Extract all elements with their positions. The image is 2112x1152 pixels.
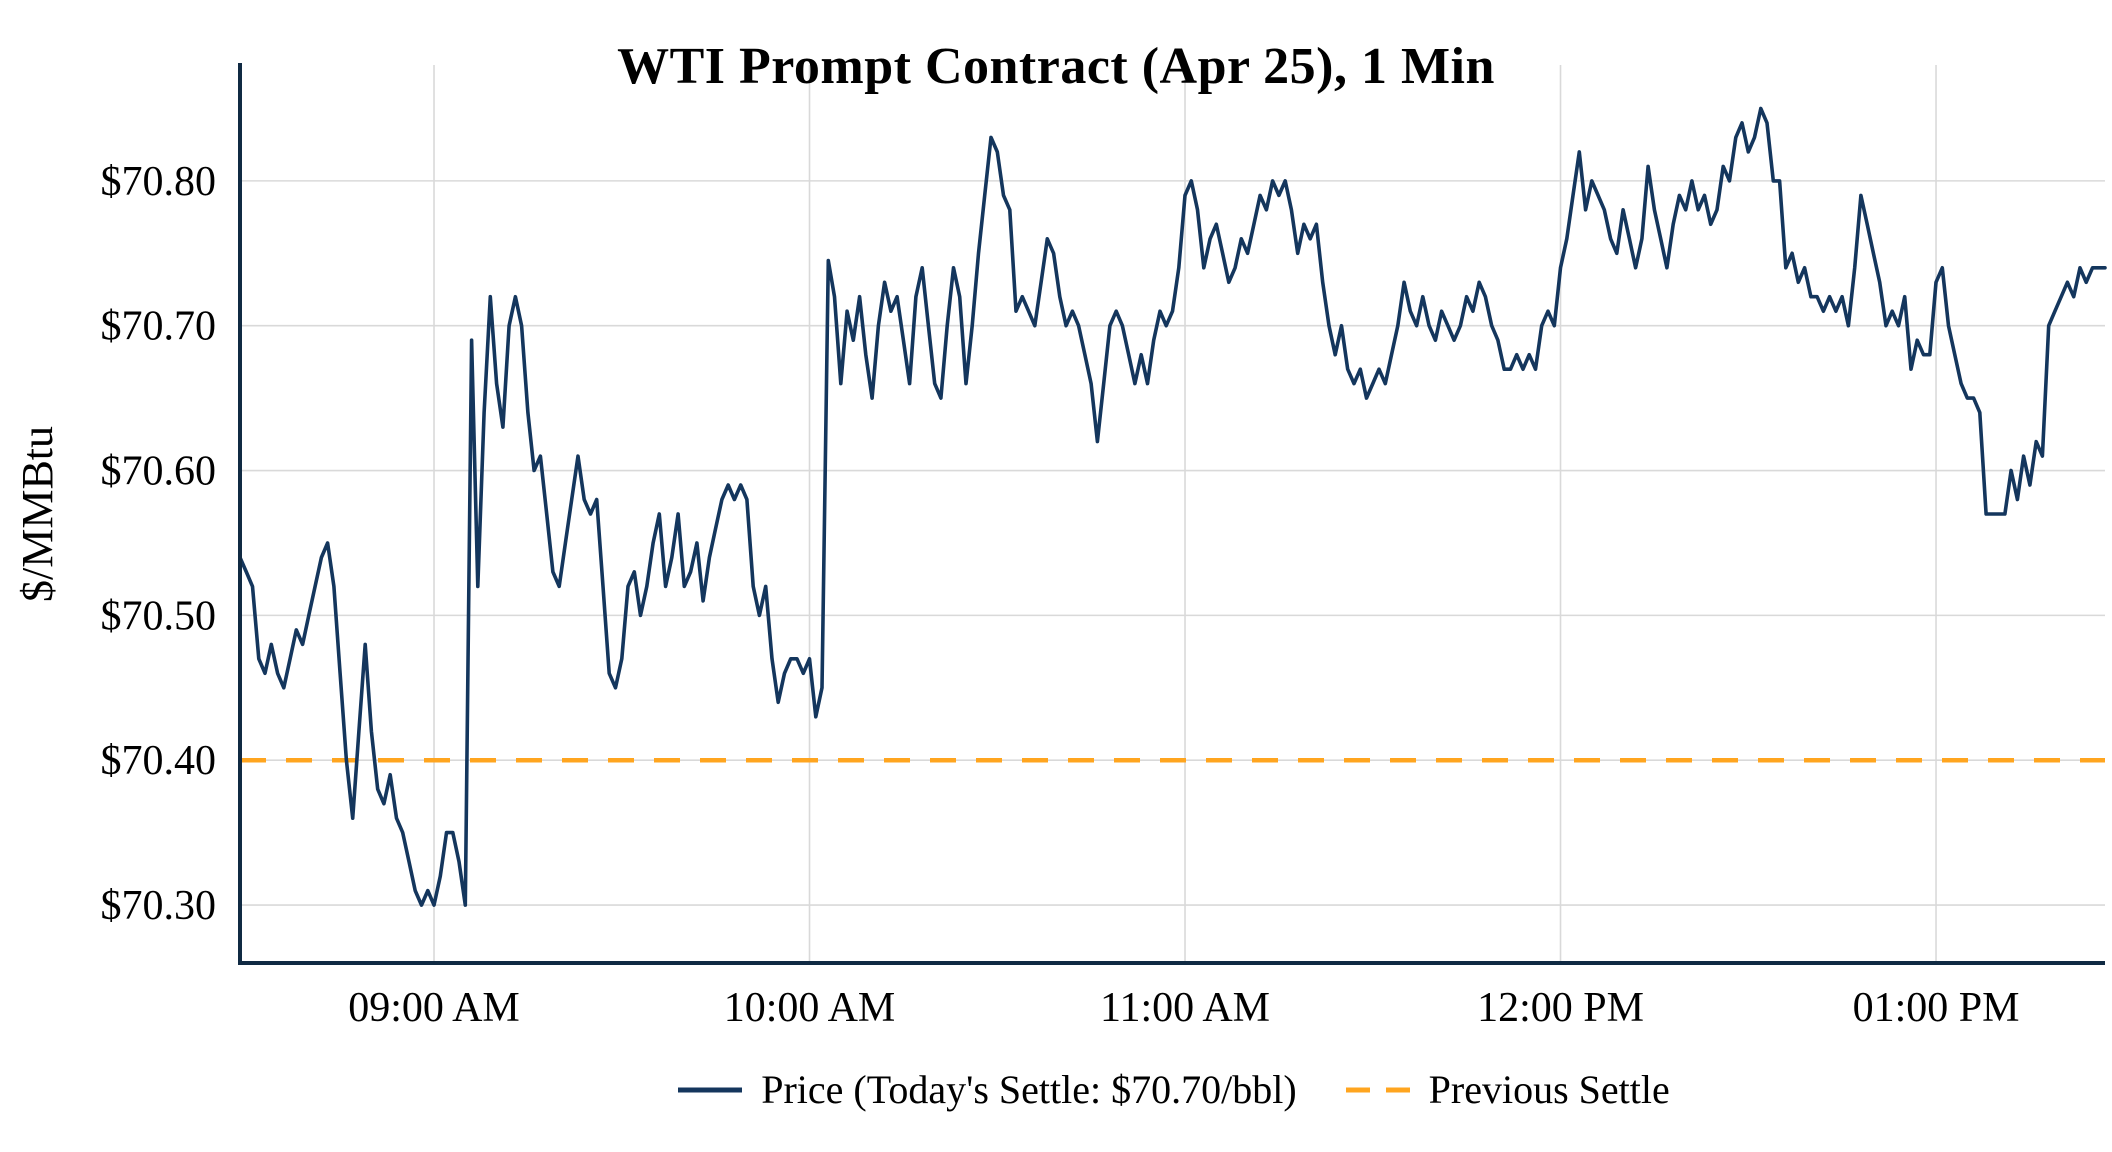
price-line — [238, 106, 2107, 907]
x-tick-label: 01:00 PM — [1853, 985, 2020, 1031]
chart-title: WTI Prompt Contract (Apr 25), 1 Min — [617, 37, 1495, 95]
x-tick-label: 10:00 AM — [724, 985, 896, 1031]
x-tick-label: 11:00 AM — [1100, 985, 1270, 1031]
y-tick-label: $70.50 — [101, 593, 217, 639]
legend-label-price: Price (Today's Settle: $70.70/bbl) — [761, 1067, 1297, 1112]
legend: Price (Today's Settle: $70.70/bbl) Previ… — [240, 1066, 2105, 1113]
y-tick-label: $70.60 — [101, 449, 217, 495]
previous-settle-swatch-icon — [1345, 1087, 1410, 1092]
price-line-swatch-icon — [678, 1087, 743, 1092]
x-tick-label: 12:00 PM — [1477, 985, 1644, 1031]
y-tick-label: $70.70 — [101, 304, 217, 350]
x-tick-label: 09:00 AM — [348, 985, 520, 1031]
y-tick-label: $70.30 — [101, 883, 217, 929]
legend-label-previous-settle: Previous Settle — [1428, 1067, 1670, 1112]
y-axis-title: $/MMBtu — [13, 425, 62, 603]
legend-item-price: Price (Today's Settle: $70.70/bbl) — [675, 1066, 1297, 1113]
y-tick-label: $70.80 — [101, 159, 217, 205]
legend-item-previous-settle: Previous Settle — [1343, 1066, 1670, 1113]
y-tick-label: $70.40 — [101, 738, 217, 784]
